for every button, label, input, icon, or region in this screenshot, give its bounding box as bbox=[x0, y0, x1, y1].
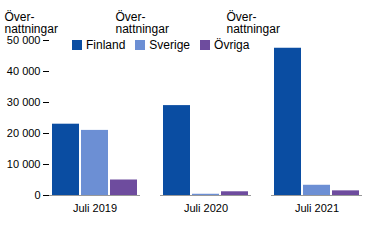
html-text:Övriga: Övriga bbox=[214, 38, 250, 52]
svg-text:0: 0 bbox=[34, 189, 40, 201]
svg-text:Juli 2020: Juli 2020 bbox=[184, 202, 228, 214]
svg-text:50 000: 50 000 bbox=[7, 34, 41, 46]
html-text:Finland: Finland bbox=[86, 38, 126, 52]
svg-text:10 000: 10 000 bbox=[7, 158, 41, 170]
html-text:Sverige: Sverige bbox=[149, 38, 190, 52]
svg-text:Över-nattningar: Över-nattningar bbox=[227, 10, 280, 36]
svg-text:20 000: 20 000 bbox=[7, 127, 41, 139]
svg-text:Juli 2019: Juli 2019 bbox=[73, 202, 117, 214]
svg-text:40 000: 40 000 bbox=[7, 65, 41, 77]
svg-text:30 000: 30 000 bbox=[7, 96, 41, 108]
svg-text:Över-nattningar: Över-nattningar bbox=[116, 10, 169, 36]
svg-text:Juli 2021: Juli 2021 bbox=[295, 202, 339, 214]
svg-text:Över-nattningar: Över-nattningar bbox=[5, 10, 58, 36]
